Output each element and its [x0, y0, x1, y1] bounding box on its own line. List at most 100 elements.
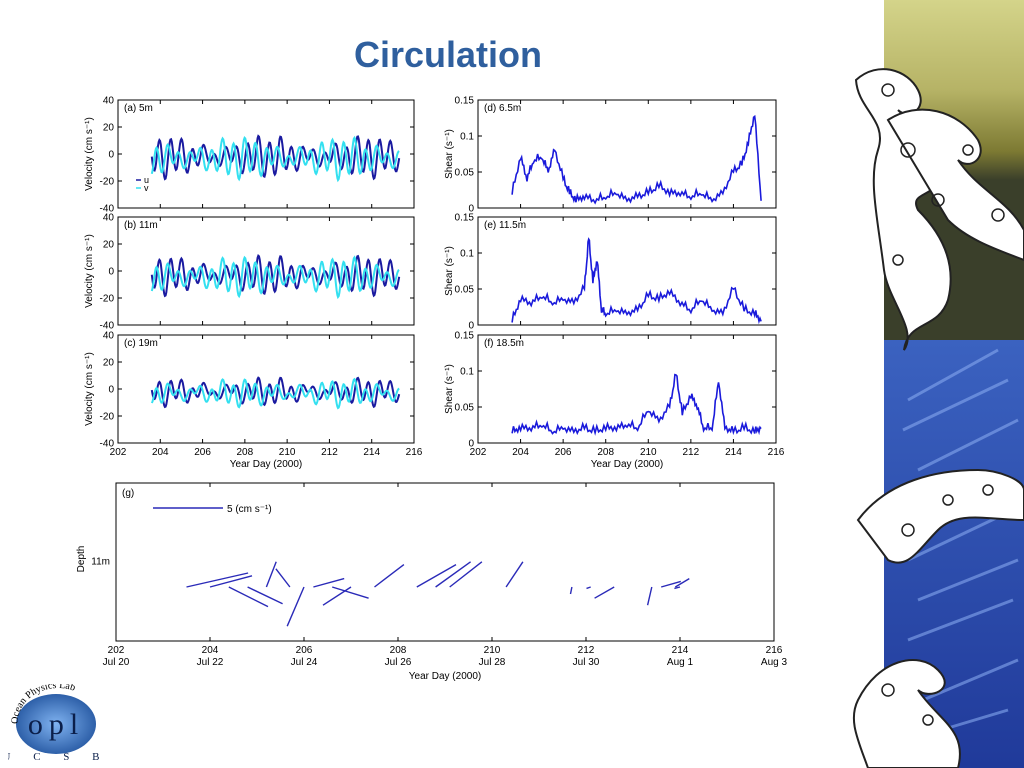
stick-vector [228, 586, 269, 608]
panel-label: (b) 11m [124, 220, 158, 231]
stick-vector [661, 580, 681, 588]
y-tick-label: 0 [108, 267, 114, 278]
x-tick-label: 214 [363, 447, 380, 458]
y-tick-label: -20 [100, 294, 115, 305]
panel-5 [477, 334, 777, 444]
series-line-shear [511, 373, 762, 436]
plot-frame [115, 482, 775, 642]
panel-label: (e) 11.5m [484, 220, 526, 231]
y-tick-label: 0.05 [455, 403, 475, 414]
y-tick-label: 0 [108, 150, 114, 161]
y-axis-label: Velocity (cm s⁻¹) [84, 117, 95, 191]
legend-label-u: u [144, 175, 149, 185]
x-tick-label: 212 [683, 447, 700, 458]
y-axis-label: Shear (s⁻¹) [444, 246, 455, 296]
y-tick-label: 40 [103, 96, 115, 107]
y-tick-label: 20 [103, 358, 115, 369]
x-tick-label: 204 [202, 645, 219, 656]
panel-label: (c) 19m [124, 338, 158, 349]
y-tick-label: 0.05 [455, 285, 475, 296]
plot-frame [477, 216, 777, 326]
x-date-label: Aug 3 [761, 657, 788, 668]
figure-canvas: 40 20 0 -20 -40 Velocity (cm s⁻¹) (a) 5m uv 40 20… [76, 96, 788, 683]
plot-frame [477, 99, 777, 209]
wave-curls [881, 83, 1005, 726]
x-tick-label: 212 [578, 645, 595, 656]
stick-vector [416, 563, 457, 588]
y-tick-label: -40 [100, 321, 115, 332]
x-tick-label: 216 [768, 447, 785, 458]
logo-globe [16, 694, 96, 754]
stick-vector [586, 586, 591, 590]
stick-vector [449, 561, 483, 588]
series-line-shear [511, 237, 762, 325]
logo-bottom-text: U C S B [8, 751, 108, 763]
y-tick-label: -40 [100, 439, 115, 450]
x-axis-label: Year Day (2000) [409, 671, 481, 682]
x-tick-label: 214 [725, 447, 742, 458]
x-tick-label: 208 [237, 447, 254, 458]
x-tick-label: 206 [555, 447, 572, 458]
panel-label: (f) 18.5m [484, 338, 524, 349]
stick-vector [286, 586, 305, 627]
stick-vector [594, 586, 615, 599]
legend-label-v: v [144, 183, 149, 193]
panel-label: (d) 6.5m [484, 103, 521, 114]
stick-vector [569, 586, 573, 595]
stick-vector [275, 568, 291, 588]
y-tick-label: 0 [468, 439, 474, 450]
y-tick-label: 11m [91, 557, 110, 568]
stick-vector [265, 561, 277, 588]
x-date-label: Jul 24 [291, 657, 318, 668]
wave-crests [852, 68, 1024, 768]
y-tick-label: -20 [100, 412, 115, 423]
series-line-shear [511, 114, 762, 205]
logo-main-text: opl [28, 708, 84, 741]
x-date-label: Jul 26 [385, 657, 412, 668]
y-axis-label: Velocity (cm s⁻¹) [84, 352, 95, 426]
panel-label: (g) [122, 488, 134, 499]
x-tick-label: 214 [672, 645, 689, 656]
panel-0 [117, 99, 415, 209]
series-line-v [150, 255, 400, 300]
y-tick-label: 0.1 [460, 367, 474, 378]
panel-4 [477, 216, 777, 326]
x-tick-label: 210 [640, 447, 657, 458]
y-tick-label: 0 [468, 204, 474, 215]
x-axis-label: Year Day (2000) [591, 459, 663, 470]
x-tick-label: 210 [484, 645, 501, 656]
panel-6 [115, 482, 775, 642]
x-axis-label: Year Day (2000) [230, 459, 302, 470]
y-tick-label: 20 [103, 240, 115, 251]
y-tick-label: 0.1 [460, 249, 474, 260]
y-tick-label: 0.15 [455, 331, 475, 342]
y-tick-label: 0 [468, 321, 474, 332]
x-tick-label: 208 [390, 645, 407, 656]
x-tick-label: 202 [108, 645, 125, 656]
y-tick-label: 0 [108, 385, 114, 396]
x-tick-label: 206 [296, 645, 313, 656]
y-tick-label: 20 [103, 123, 115, 134]
stick-vector [247, 586, 283, 605]
x-date-label: Jul 20 [103, 657, 130, 668]
y-axis-label: Shear (s⁻¹) [444, 129, 455, 179]
stick-vector [646, 586, 653, 606]
y-tick-label: -40 [100, 204, 115, 215]
x-tick-label: 216 [406, 447, 423, 458]
y-axis-label: Velocity (cm s⁻¹) [84, 234, 95, 308]
series-line-u [150, 254, 401, 298]
x-tick-label: 204 [512, 447, 529, 458]
x-tick-label: 204 [152, 447, 169, 458]
x-tick-label: 212 [321, 447, 338, 458]
x-tick-label: 202 [110, 447, 127, 458]
series-line-v [150, 135, 400, 183]
x-date-label: Jul 22 [197, 657, 224, 668]
stick-vector [209, 575, 253, 588]
x-tick-label: 210 [279, 447, 296, 458]
stick-vector [322, 586, 352, 606]
x-date-label: Jul 28 [479, 657, 506, 668]
panel-3 [477, 99, 777, 209]
panel-label: (a) 5m [124, 103, 153, 114]
y-tick-label: 40 [103, 331, 115, 342]
panel-2 [117, 334, 415, 444]
